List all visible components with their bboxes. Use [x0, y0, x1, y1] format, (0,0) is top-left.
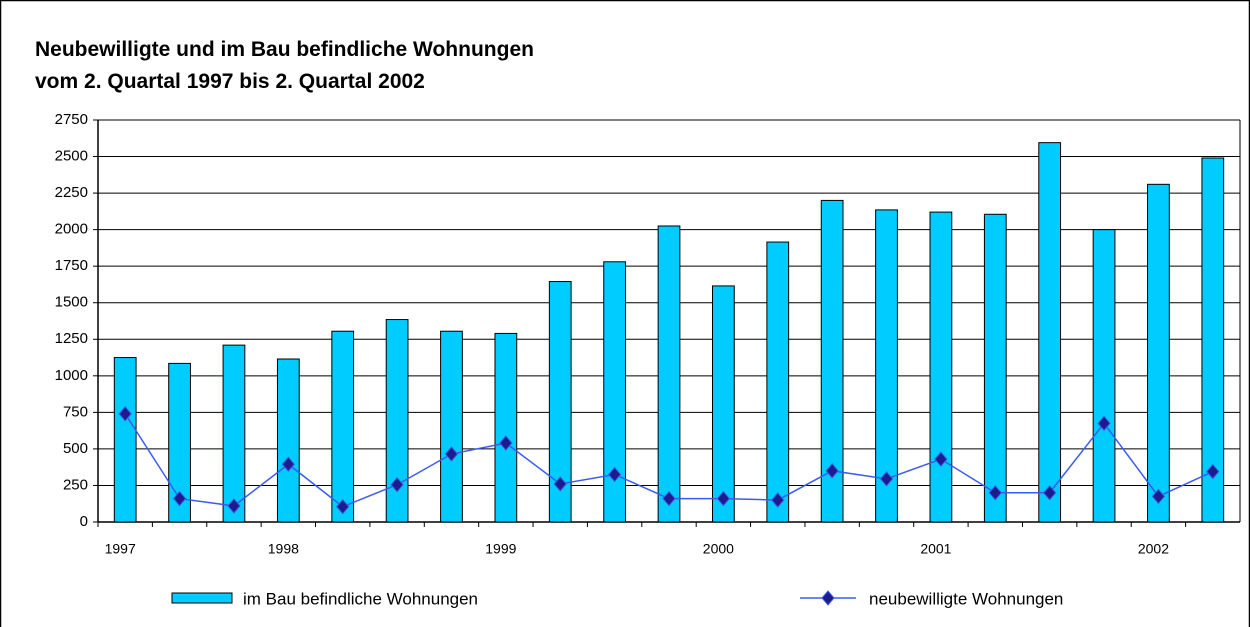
marker: [1043, 484, 1057, 501]
marker: [499, 435, 513, 451]
marker: [1097, 415, 1111, 432]
marker: [336, 498, 350, 515]
bar: [603, 261, 626, 523]
bar: [657, 225, 681, 523]
x-tick-label: 1998: [268, 541, 299, 557]
y-tick-label: 0: [80, 513, 88, 530]
bar: [1092, 229, 1116, 523]
bar: [548, 281, 572, 523]
bar: [385, 319, 409, 523]
marker: [771, 492, 785, 508]
chart-title: Neubewilligte und im Bau befindliche Woh…: [35, 38, 534, 61]
marker: [281, 456, 295, 473]
bar: [766, 241, 790, 523]
bar: [983, 213, 1007, 523]
marker: [444, 446, 459, 462]
legend-label: neubewilligte Wohnungen: [869, 589, 1063, 608]
marker: [1206, 463, 1220, 480]
x-tick-label: 2002: [1138, 541, 1169, 557]
marker: [118, 406, 132, 422]
marker: [553, 476, 567, 492]
bar: [276, 358, 300, 523]
marker: [825, 463, 839, 479]
y-tick-label: 2500: [55, 148, 88, 165]
marker: [879, 471, 894, 487]
y-tick-label: 250: [63, 476, 88, 493]
bar: [875, 209, 898, 523]
bar: [1147, 183, 1170, 523]
bar: [1038, 142, 1062, 523]
y-tick-label: 2000: [55, 221, 88, 238]
y-tick-label: 750: [63, 403, 88, 420]
x-tick-label: 1997: [105, 541, 136, 557]
bar: [113, 357, 137, 523]
y-tick-label: 1000: [55, 367, 88, 384]
y-tick-label: 1250: [55, 330, 88, 347]
bar: [929, 211, 953, 523]
marker: [1151, 488, 1166, 505]
x-tick-label: 2001: [920, 541, 951, 557]
bar: [331, 330, 355, 523]
bar: [168, 362, 191, 523]
bar: [494, 332, 518, 523]
y-tick-label: 2250: [55, 184, 88, 201]
chart-subtitle: vom 2. Quartal 1997 bis 2. Quartal 2002: [35, 70, 425, 93]
marker: [934, 451, 948, 467]
y-tick-label: 1750: [55, 257, 88, 274]
y-tick-label: 1500: [55, 294, 88, 311]
bar: [712, 285, 735, 523]
legend-swatch: [171, 592, 233, 604]
legend-label: im Bau befindliche Wohnungen: [243, 589, 478, 608]
y-tick-label: 2750: [55, 111, 88, 128]
marker: [390, 476, 404, 493]
marker: [172, 490, 187, 507]
bar: [1201, 157, 1225, 523]
bar: [440, 330, 463, 523]
y-tick-label: 500: [63, 440, 88, 457]
marker: [607, 466, 622, 483]
marker: [227, 498, 241, 514]
marker: [716, 490, 731, 507]
x-tick-label: 1999: [485, 541, 516, 557]
marker: [662, 490, 676, 507]
bar: [820, 199, 844, 523]
marker: [988, 484, 1002, 501]
legend-marker: [821, 590, 835, 606]
bar: [222, 344, 246, 523]
x-tick-label: 2000: [703, 541, 734, 557]
